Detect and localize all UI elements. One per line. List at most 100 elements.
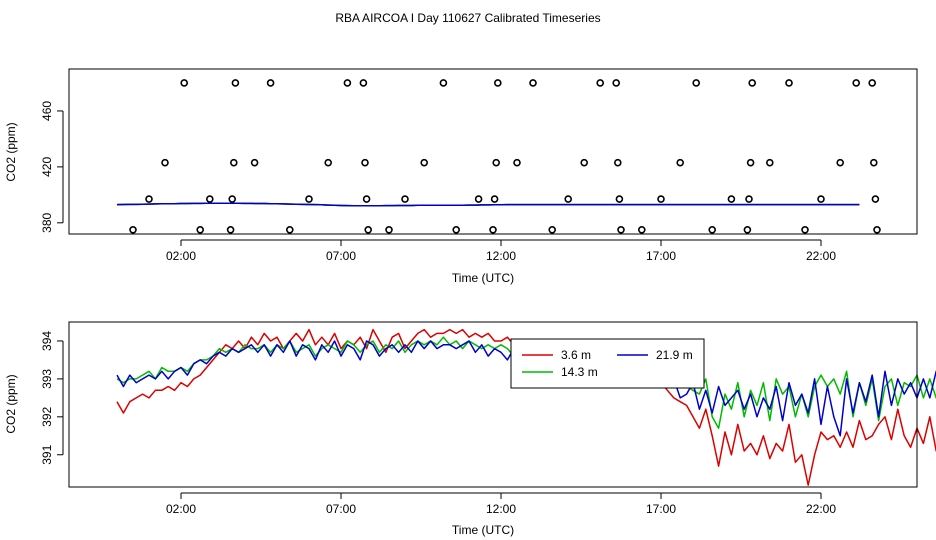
bottom-panel-x-axis: 02:00 07:00 12:00 17:00 22:00 <box>166 492 836 516</box>
top-flag-point <box>727 195 736 203</box>
top-flag-point <box>361 158 369 167</box>
top-flag-point <box>743 226 752 234</box>
bottom-x-tick-label: 02:00 <box>166 502 196 516</box>
bottom-series-21-9-m <box>116 340 936 437</box>
bottom-y-tick-label: 393 <box>40 369 54 389</box>
top-flag-point <box>617 226 625 234</box>
top-flag-point <box>817 195 825 203</box>
bottom-x-tick-label: 12:00 <box>486 502 516 516</box>
top-flag-point <box>692 79 701 87</box>
top-flag-point <box>401 195 409 203</box>
top-y-tick-label: 460 <box>40 101 54 121</box>
top-flag-point <box>231 79 240 87</box>
top-flag-point <box>564 195 573 203</box>
top-flag-point <box>250 158 259 167</box>
top-flag-point <box>362 195 371 203</box>
top-panel-y-axis-label: CO2 (ppm) <box>4 122 18 181</box>
top-x-tick-label: 17:00 <box>646 249 676 263</box>
top-flag-point <box>129 226 137 234</box>
top-series-21-9-m <box>116 202 860 207</box>
top-y-tick-label: 420 <box>40 157 54 177</box>
top-flag-point <box>305 195 313 203</box>
legend-label-3-6m: 3.6 m <box>561 348 591 362</box>
top-flag-point <box>266 79 275 87</box>
top-y-tick-label: 380 <box>40 212 54 232</box>
legend-label-21-9m: 21.9 m <box>656 348 693 362</box>
top-flag-point <box>871 195 880 203</box>
bottom-panel-y-axis: 391 392 393 394 <box>40 331 64 465</box>
top-flag-point <box>613 158 622 167</box>
top-flag-point <box>852 79 861 87</box>
top-panel-marks <box>116 79 881 234</box>
top-flag-point <box>452 226 461 234</box>
top-flag-point <box>836 158 845 167</box>
top-panel: 02:00 07:00 12:00 17:00 22:00 380 420 460 Time… <box>4 68 918 285</box>
top-x-tick-label: 22:00 <box>806 249 836 263</box>
top-flag-point <box>868 79 877 87</box>
bottom-panel-frame <box>68 321 918 488</box>
top-x-tick-label: 07:00 <box>326 249 356 263</box>
bottom-panel-x-axis-label: Time (UTC) <box>452 523 514 537</box>
top-flag-point <box>490 195 499 203</box>
top-flag-point <box>385 226 393 234</box>
top-flag-point <box>548 226 557 234</box>
bottom-y-tick-label: 394 <box>40 331 54 351</box>
top-x-tick-label: 02:00 <box>166 249 196 263</box>
top-flag-point <box>439 79 448 87</box>
bottom-y-tick-label: 391 <box>40 444 54 464</box>
top-flag-point <box>801 226 809 234</box>
top-flag-point <box>708 226 717 234</box>
top-flag-point <box>226 226 235 234</box>
top-flag-point <box>873 226 881 234</box>
top-flag-point <box>492 158 501 167</box>
top-panel-y-axis: 380 420 460 <box>40 101 64 233</box>
top-flag-point <box>228 195 236 203</box>
top-flag-point <box>230 158 238 167</box>
top-flag-point <box>748 79 757 87</box>
bottom-y-tick-label: 392 <box>40 406 54 426</box>
top-flag-point <box>513 158 521 167</box>
bottom-x-tick-label: 07:00 <box>326 502 356 516</box>
legend-label-14-3m: 14.3 m <box>561 365 598 379</box>
top-flag-point <box>529 79 537 87</box>
top-flag-point <box>676 158 685 167</box>
top-flag-point <box>745 195 753 203</box>
top-flag-point <box>359 79 368 87</box>
top-flag-point <box>657 195 665 203</box>
top-flag-point <box>580 158 589 167</box>
legend: 3.6 m 21.9 m 14.3 m <box>510 338 705 389</box>
figure-title: RBA AIRCOA I Day 110627 Calibrated Times… <box>335 11 600 25</box>
top-flag-point <box>869 158 878 167</box>
top-panel-frame <box>68 68 918 235</box>
top-flag-point <box>493 79 502 87</box>
top-flag-point <box>420 158 429 167</box>
top-flag-point <box>474 195 483 203</box>
bottom-panel: 02:00 07:00 12:00 17:00 22:00 391 392 393 394 T… <box>4 321 936 537</box>
top-flag-point <box>145 195 153 203</box>
top-flag-point <box>324 158 333 167</box>
top-flag-point <box>785 79 793 87</box>
top-flag-point <box>180 79 188 87</box>
bottom-series-3-6-m <box>116 328 936 486</box>
top-flag-point <box>364 226 373 234</box>
top-x-tick-label: 12:00 <box>486 249 516 263</box>
top-flag-point <box>196 226 204 234</box>
bottom-panel-y-axis-label: CO2 (ppm) <box>4 374 18 433</box>
top-flag-point <box>285 226 294 234</box>
top-flag-point <box>612 79 621 87</box>
legend-box <box>510 338 705 389</box>
top-flag-point <box>343 79 352 87</box>
top-panel-x-axis: 02:00 07:00 12:00 17:00 22:00 <box>166 239 836 263</box>
top-flag-point <box>746 158 755 167</box>
top-flag-point <box>206 195 214 203</box>
top-flag-point <box>765 158 774 167</box>
bottom-x-tick-label: 17:00 <box>646 502 676 516</box>
top-flag-point <box>596 79 605 87</box>
bottom-x-tick-label: 22:00 <box>806 502 836 516</box>
top-flag-point <box>615 195 624 203</box>
top-panel-x-axis-label: Time (UTC) <box>452 271 514 285</box>
top-flag-point <box>161 158 169 167</box>
top-flag-point <box>489 226 497 234</box>
top-flag-point <box>637 226 646 234</box>
